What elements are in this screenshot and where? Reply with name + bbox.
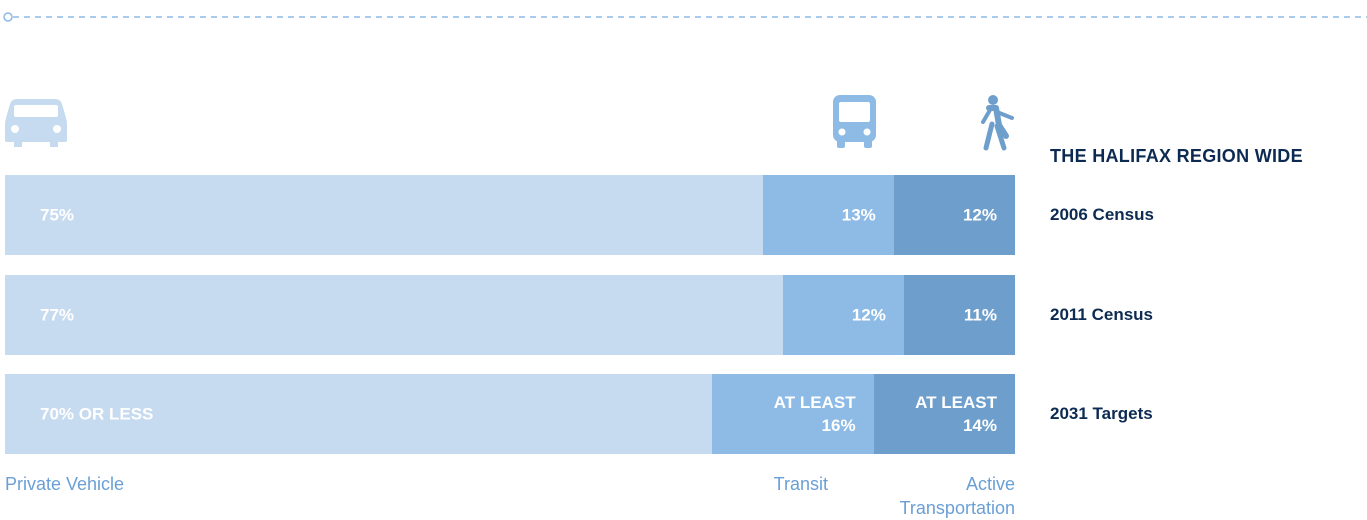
value-label: 77%: [40, 305, 75, 325]
bar-segment: 12%: [782, 275, 904, 355]
category-label: 2011 Census: [1050, 305, 1154, 324]
category-label: 2006 Census: [1050, 205, 1154, 224]
bus-icon: [833, 95, 876, 148]
legend-entry: Transit: [773, 474, 828, 494]
bar-segment: 12%: [893, 175, 1015, 255]
bar-segment: AT LEAST 14%: [873, 374, 1015, 454]
value-label: 13%: [841, 205, 876, 225]
value-label: AT LEAST 16%: [773, 393, 856, 435]
category-label: 2031 Targets: [1050, 404, 1153, 423]
bar-segment: 77%: [5, 275, 783, 355]
value-label: AT LEAST 14%: [915, 393, 997, 435]
value-label: 70% OR LESS: [40, 404, 154, 424]
bar-segment: 13%: [762, 175, 894, 255]
bar-segment: 70% OR LESS: [5, 374, 712, 454]
decorations: [3, 12, 1367, 151]
walker-icon: [981, 95, 1014, 151]
value-label: 75%: [40, 205, 75, 225]
bar-segment: 75%: [5, 175, 763, 255]
bar-segment: 11%: [903, 275, 1015, 355]
value-label: 12%: [962, 205, 997, 225]
legend-entry: Active Transportation: [899, 474, 1015, 518]
value-label: 11%: [963, 305, 997, 325]
chart-title: THE HALIFAX REGION WIDE: [1050, 146, 1303, 166]
bar-segment: AT LEAST 16%: [712, 374, 874, 454]
value-label: 12%: [851, 305, 886, 325]
car-icon: [5, 99, 67, 147]
line-dot: [3, 12, 13, 22]
legend-entry: Private Vehicle: [5, 474, 125, 494]
